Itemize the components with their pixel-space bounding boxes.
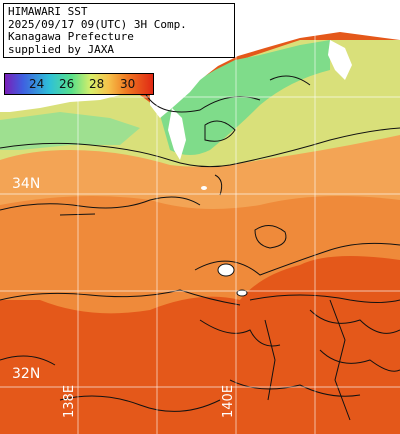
coast-cold-water [160, 40, 330, 155]
island-izu-oshima [217, 263, 235, 277]
legend-tick-24: 24 [29, 77, 45, 91]
temperature-legend: 24 26 28 30 [4, 73, 154, 95]
legend-tick-26: 26 [59, 77, 75, 91]
island-small [236, 289, 248, 297]
legend-tick-28: 28 [89, 77, 105, 91]
coast-cold-water-west [0, 112, 140, 150]
land-boso [328, 40, 352, 80]
legend-tick-30: 30 [120, 77, 136, 91]
region-name: Kanagawa Prefecture [8, 30, 134, 43]
island-hachijo [201, 186, 207, 190]
data-source: supplied by JAXA [8, 42, 114, 56]
product-name: HIMAWARI SST [8, 5, 88, 18]
lon-label-140e: 140E [221, 384, 236, 418]
lat-label-34n: 34N [12, 176, 41, 192]
map-info-box: HIMAWARI SST 2025/09/17 09(UTC) 3H Comp.… [3, 3, 235, 58]
lon-label-138e: 138E [62, 384, 77, 418]
timestamp: 2025/09/17 09(UTC) 3H Comp. [8, 17, 187, 31]
lat-label-32n: 32N [12, 366, 41, 382]
land-izu [168, 108, 186, 160]
